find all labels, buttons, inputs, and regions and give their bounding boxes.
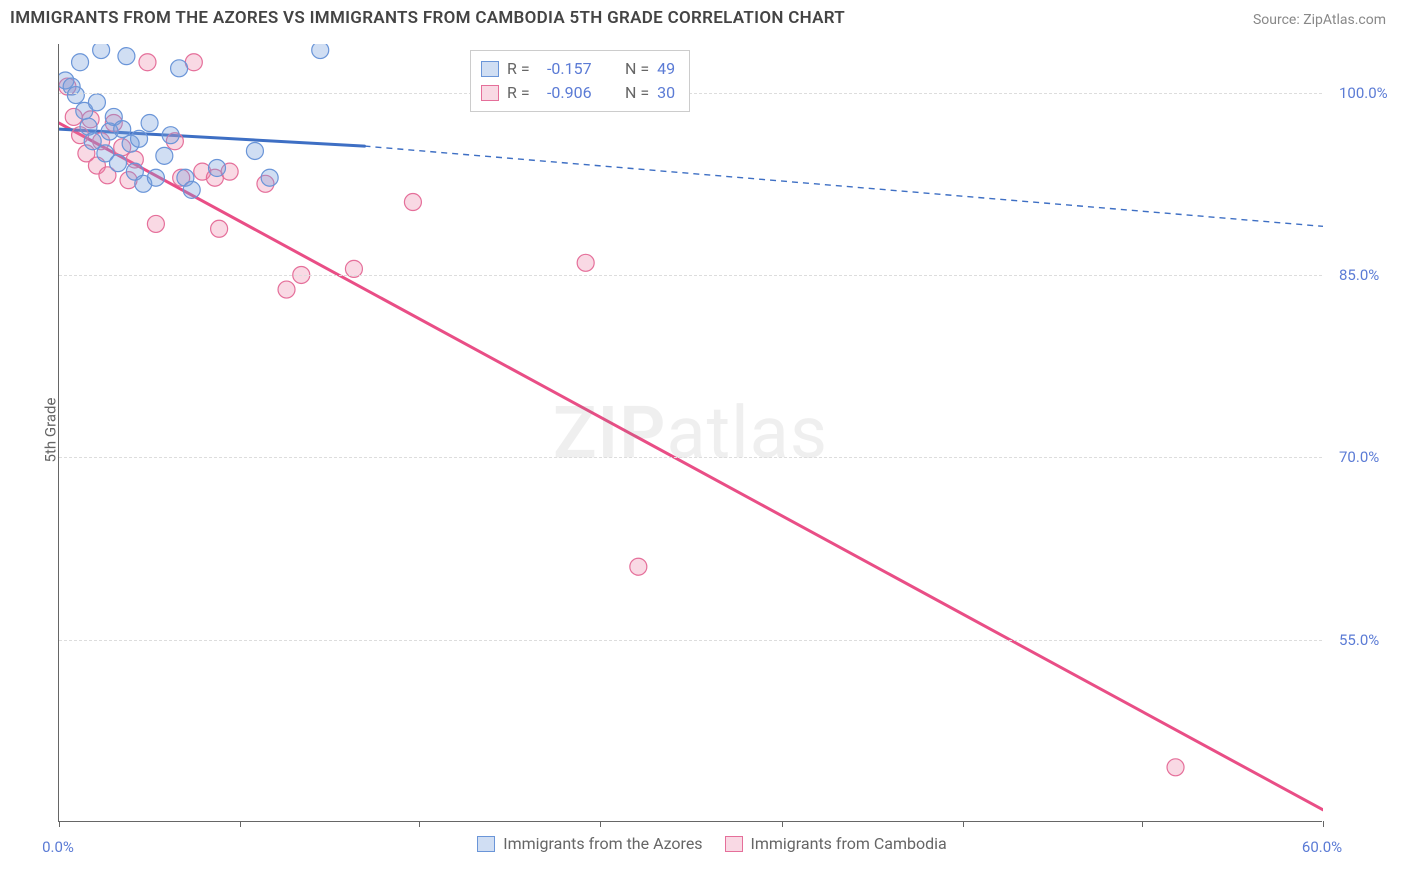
r-value-azores: -0.157 xyxy=(547,57,617,81)
legend-series: Immigrants from the Azores Immigrants fr… xyxy=(0,834,1406,853)
x-tick-label: 60.0% xyxy=(1302,838,1342,856)
source-attribution: Source: ZipAtlas.com xyxy=(1253,12,1386,28)
legend-row-azores: R = -0.157 N = 49 xyxy=(481,57,675,81)
y-tick-label: 55.0% xyxy=(1339,631,1379,649)
y-tick-label: 85.0% xyxy=(1339,266,1379,284)
series-name-azores: Immigrants from the Azores xyxy=(503,834,702,853)
swatch-azores xyxy=(481,61,499,77)
gridline xyxy=(59,93,1322,94)
r-label: R = xyxy=(507,57,539,81)
x-tick xyxy=(240,821,241,827)
x-tick xyxy=(600,821,601,827)
gridline xyxy=(59,640,1322,641)
gridline xyxy=(59,275,1322,276)
series-name-cambodia: Immigrants from Cambodia xyxy=(751,834,947,853)
chart-title: IMMIGRANTS FROM THE AZORES VS IMMIGRANTS… xyxy=(10,8,845,28)
plot-area: ZIPatlas 55.0%70.0%85.0%100.0% xyxy=(58,44,1322,822)
x-tick xyxy=(963,821,964,827)
swatch-cambodia xyxy=(481,85,499,101)
r-value-cambodia: -0.906 xyxy=(547,81,617,105)
gridline xyxy=(59,457,1322,458)
x-tick xyxy=(59,821,60,827)
x-tick xyxy=(1142,821,1143,827)
swatch-cambodia xyxy=(725,836,743,852)
legend-correlation: R = -0.157 N = 49 R = -0.906 N = 30 xyxy=(470,50,690,112)
chart-svg xyxy=(59,44,1323,822)
source-link[interactable]: ZipAtlas.com xyxy=(1303,12,1386,28)
y-tick-label: 100.0% xyxy=(1339,84,1388,102)
n-label: N = xyxy=(625,81,649,105)
y-axis-title: 5th Grade xyxy=(41,398,59,463)
r-label: R = xyxy=(507,81,539,105)
n-value-cambodia: 30 xyxy=(657,81,675,105)
x-tick xyxy=(1323,821,1324,827)
x-tick xyxy=(419,821,420,827)
n-label: N = xyxy=(625,57,649,81)
x-tick-label: 0.0% xyxy=(42,838,74,856)
n-value-azores: 49 xyxy=(657,57,675,81)
swatch-azores xyxy=(477,836,495,852)
x-tick xyxy=(782,821,783,827)
source-prefix: Source: xyxy=(1253,12,1303,28)
y-tick-label: 70.0% xyxy=(1339,448,1379,466)
legend-row-cambodia: R = -0.906 N = 30 xyxy=(481,81,675,105)
